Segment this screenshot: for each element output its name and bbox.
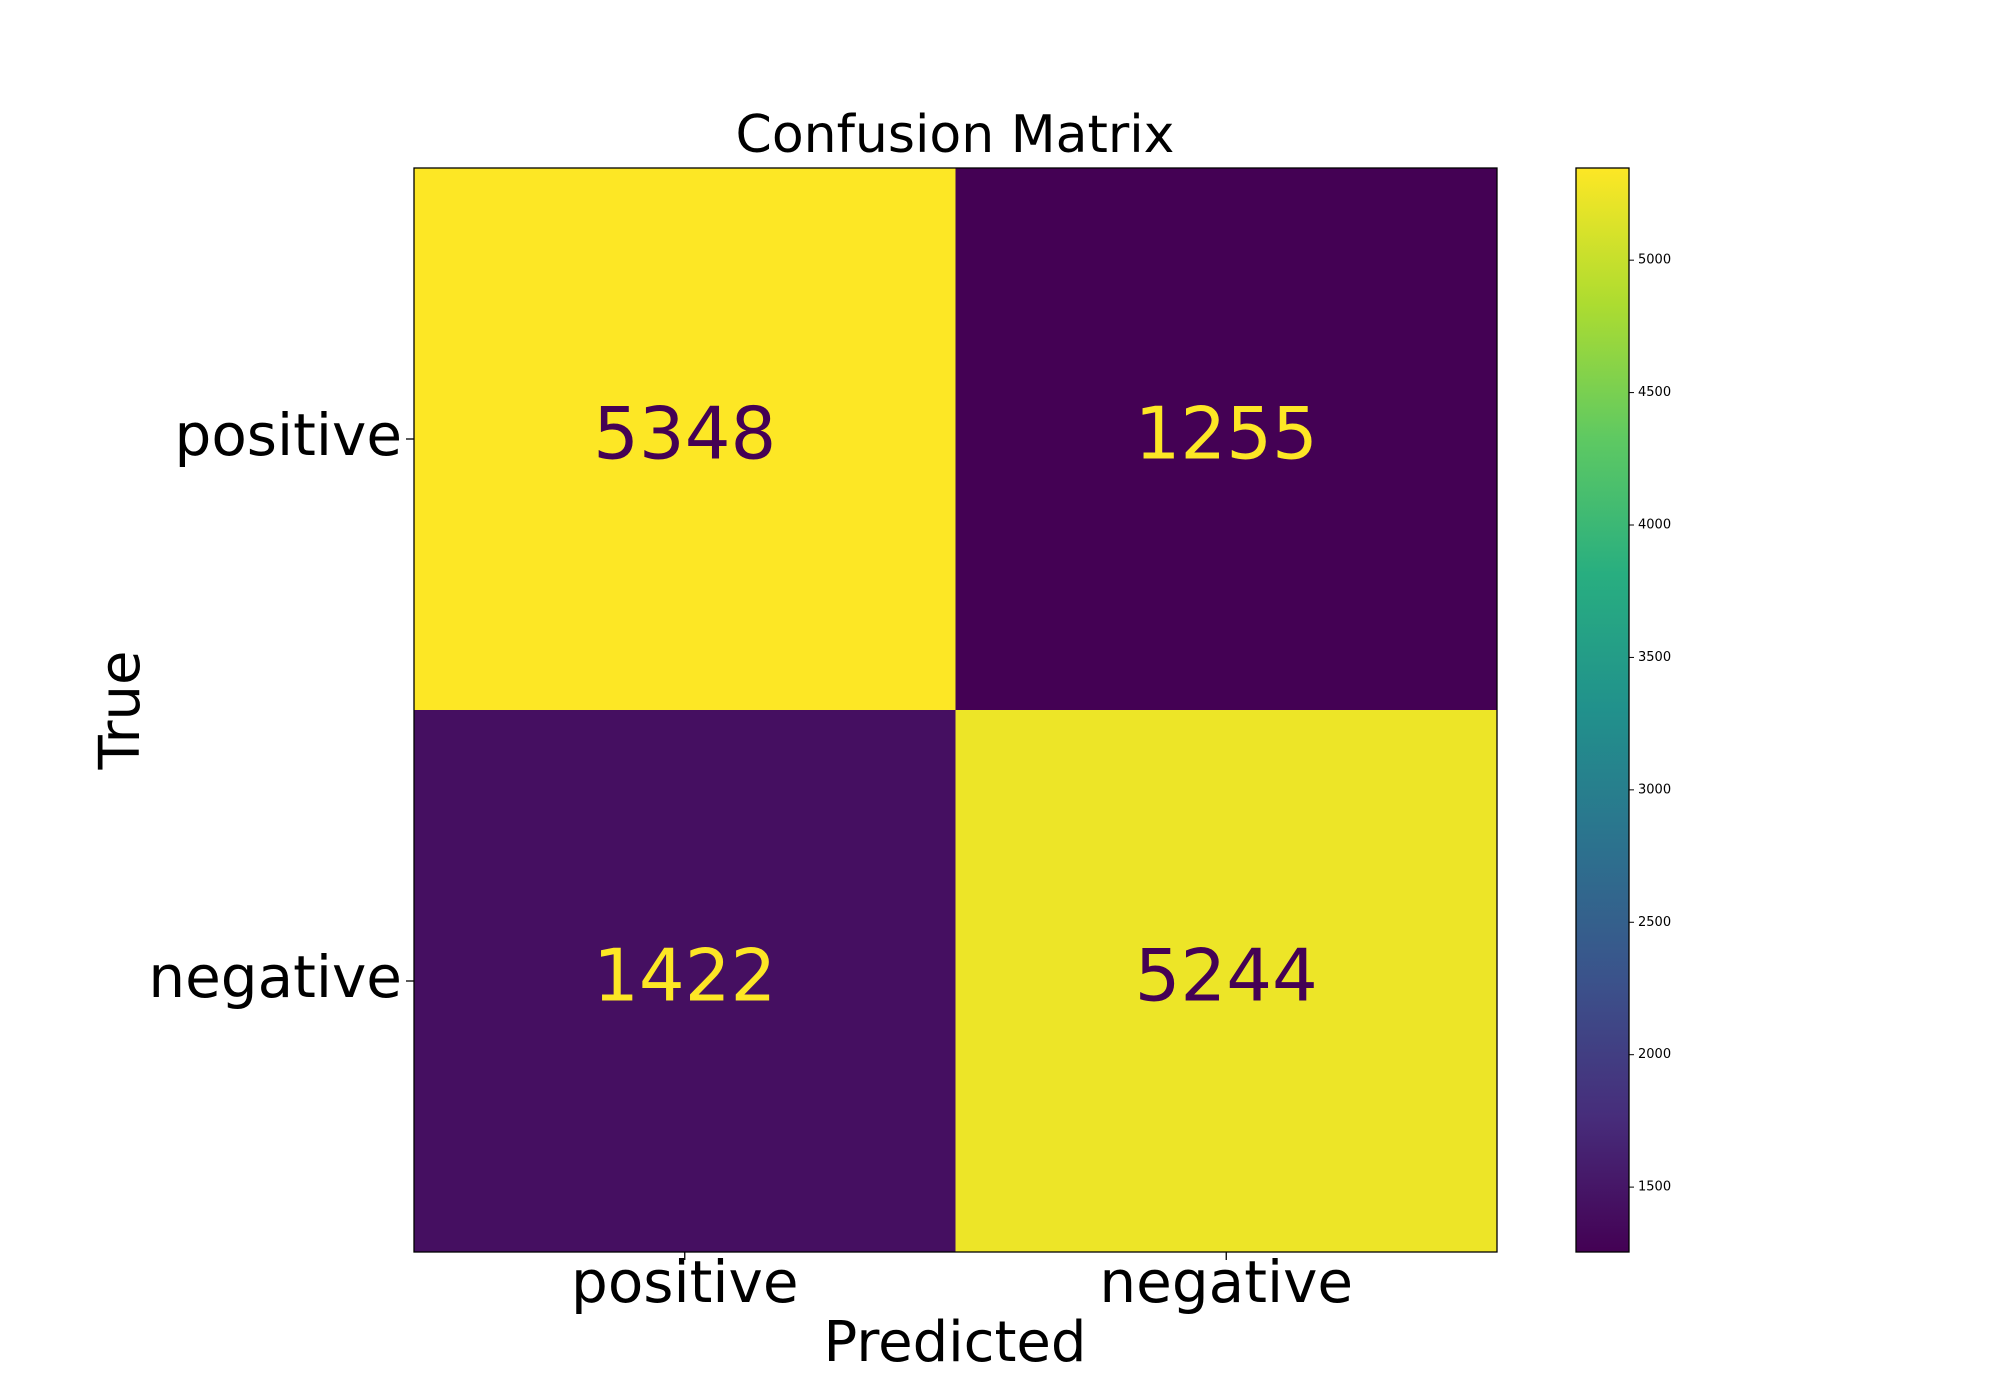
x-axis-label: Predicted bbox=[824, 1310, 1087, 1375]
cell-label: 5348 bbox=[593, 392, 776, 476]
heatmap-cell bbox=[955, 710, 1498, 1253]
cell-label: 1255 bbox=[1135, 392, 1318, 476]
cell-label: 5244 bbox=[1135, 934, 1318, 1018]
heatmap-cell bbox=[955, 168, 1498, 711]
y-tick-label: negative bbox=[148, 943, 402, 1011]
colorbar-tick-label: 2500 bbox=[1638, 915, 1671, 930]
y-axis-label: True bbox=[88, 651, 153, 771]
colorbar-tick-label: 4000 bbox=[1638, 518, 1671, 533]
colorbar-tick-label: 2000 bbox=[1638, 1047, 1671, 1062]
heatmap-cell bbox=[414, 168, 956, 711]
colorbar-tick-label: 3500 bbox=[1638, 650, 1671, 665]
colorbar-tick-label: 4500 bbox=[1638, 385, 1671, 400]
chart-title: Confusion Matrix bbox=[736, 105, 1175, 165]
colorbar bbox=[1575, 167, 1630, 1253]
y-tick-label: positive bbox=[175, 401, 403, 469]
cell-label: 1422 bbox=[593, 934, 776, 1018]
colorbar-tick-label: 3000 bbox=[1638, 782, 1671, 797]
heatmap-cell bbox=[414, 710, 956, 1253]
x-tick-label: positive bbox=[571, 1248, 799, 1316]
plot-frame bbox=[413, 167, 1498, 1253]
x-tick-label: negative bbox=[1099, 1248, 1353, 1316]
colorbar-tick-label: 5000 bbox=[1638, 253, 1671, 268]
colorbar-tick-label: 1500 bbox=[1638, 1180, 1671, 1195]
